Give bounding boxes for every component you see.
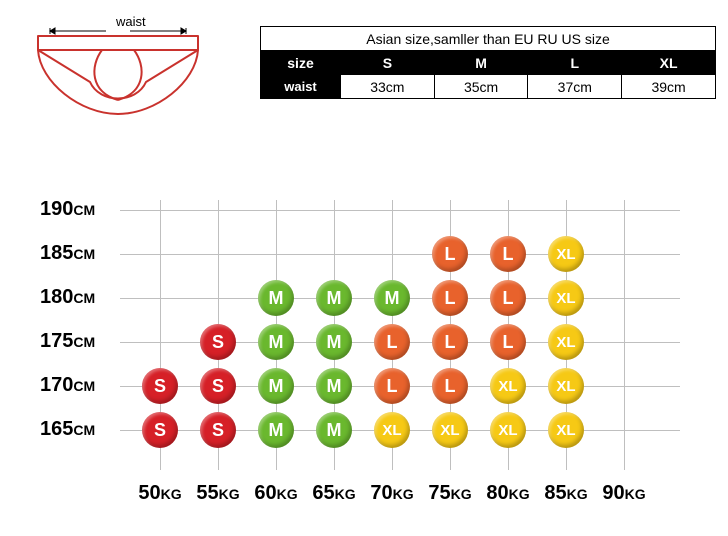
size-bubble-xl: XL — [548, 368, 584, 404]
col-xl: XL — [622, 51, 716, 75]
size-bubble-xl: XL — [374, 412, 410, 448]
grid-hline — [120, 210, 680, 211]
col-m: M — [434, 51, 528, 75]
x-tick: 75KG — [428, 482, 471, 505]
size-bubble-l: L — [432, 368, 468, 404]
grid-vline — [624, 200, 625, 470]
col-size: size — [261, 51, 341, 75]
x-tick: 55KG — [196, 482, 239, 505]
grid-hline — [120, 254, 680, 255]
size-table-header-row: size S M L XL — [261, 51, 716, 75]
y-tick: 170CM — [40, 374, 95, 397]
size-bubble-s: S — [200, 324, 236, 360]
size-bubble-l: L — [432, 280, 468, 316]
x-tick: 65KG — [312, 482, 355, 505]
row-waist-label: waist — [261, 75, 341, 99]
top-area: waist Asian size,samller than EU RU US s… — [30, 26, 700, 126]
size-table-title: Asian size,samller than EU RU US size — [261, 27, 716, 51]
y-tick: 165CM — [40, 418, 95, 441]
garment-diagram: waist — [30, 22, 210, 127]
col-s: S — [341, 51, 435, 75]
x-tick: 90KG — [602, 482, 645, 505]
waist-l: 37cm — [528, 75, 622, 99]
size-bubble-xl: XL — [490, 368, 526, 404]
x-tick: 80KG — [486, 482, 529, 505]
waist-label: waist — [116, 14, 146, 29]
size-bubble-m: M — [258, 324, 294, 360]
size-bubble-s: S — [142, 412, 178, 448]
size-bubble-l: L — [490, 280, 526, 316]
size-bubble-m: M — [316, 368, 352, 404]
size-bubble-l: L — [374, 368, 410, 404]
y-tick: 185CM — [40, 242, 95, 265]
x-tick: 85KG — [544, 482, 587, 505]
size-bubble-m: M — [258, 280, 294, 316]
size-bubble-m: M — [374, 280, 410, 316]
size-bubble-m: M — [316, 280, 352, 316]
size-bubble-m: M — [258, 412, 294, 448]
size-bubble-m: M — [316, 412, 352, 448]
size-bubble-l: L — [432, 324, 468, 360]
x-tick: 70KG — [370, 482, 413, 505]
size-table: Asian size,samller than EU RU US size si… — [260, 26, 716, 99]
size-bubble-l: L — [490, 324, 526, 360]
size-bubble-l: L — [432, 236, 468, 272]
y-tick: 190CM — [40, 198, 95, 221]
size-chart: 190CM185CM180CM175CM170CM165CM LLXLMMMLL… — [40, 190, 700, 520]
size-bubble-l: L — [374, 324, 410, 360]
size-bubble-xl: XL — [548, 324, 584, 360]
size-bubble-xl: XL — [548, 280, 584, 316]
y-tick: 180CM — [40, 286, 95, 309]
x-tick: 50KG — [138, 482, 181, 505]
size-bubble-xl: XL — [432, 412, 468, 448]
size-bubble-m: M — [316, 324, 352, 360]
x-tick: 60KG — [254, 482, 297, 505]
size-bubble-xl: XL — [490, 412, 526, 448]
chart-grid: LLXLMMMLLXLSMMLLLXLSSMMLLXLXLSSMMXLXLXLX… — [120, 200, 680, 470]
size-bubble-l: L — [490, 236, 526, 272]
size-bubble-xl: XL — [548, 236, 584, 272]
waist-xl: 39cm — [622, 75, 716, 99]
waist-m: 35cm — [434, 75, 528, 99]
waist-s: 33cm — [341, 75, 435, 99]
size-bubble-m: M — [258, 368, 294, 404]
size-bubble-s: S — [142, 368, 178, 404]
size-table-waist-row: waist 33cm 35cm 37cm 39cm — [261, 75, 716, 99]
size-bubble-s: S — [200, 368, 236, 404]
size-bubble-xl: XL — [548, 412, 584, 448]
size-bubble-s: S — [200, 412, 236, 448]
y-tick: 175CM — [40, 330, 95, 353]
col-l: L — [528, 51, 622, 75]
